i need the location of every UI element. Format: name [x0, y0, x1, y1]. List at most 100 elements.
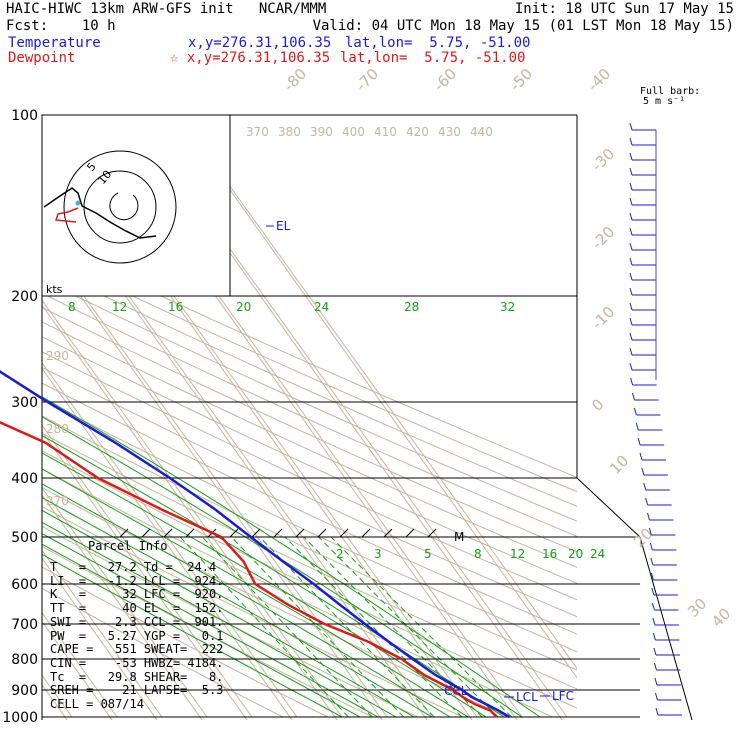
mixing-ratio-label: 24 — [590, 547, 605, 561]
wind-barb-flag — [629, 242, 633, 251]
isotherm-label: 40 — [708, 605, 734, 631]
parcel-info-row: LI = -1.2 LCL = 924. — [50, 573, 224, 588]
wind-barb-flag — [635, 422, 639, 431]
hodograph-ring-inner — [109, 192, 139, 221]
parcel-info-row: K = 32 LFC = 920. — [50, 587, 224, 602]
isotherm-line — [42, 430, 248, 720]
dry-adiabat — [42, 525, 419, 718]
hodograph-storm-motion — [75, 200, 81, 206]
isotherm-label: -80 — [280, 65, 310, 95]
dry-adiabat — [42, 382, 577, 635]
dry-adiabat — [42, 306, 577, 553]
temperature-legend: Temperature — [8, 35, 101, 51]
isotherm-line — [42, 486, 208, 718]
ccl-marker: CCL — [444, 684, 468, 698]
pressure-label: 300 — [11, 395, 38, 411]
dry-adiabat — [42, 321, 577, 568]
hodograph-ring — [63, 150, 177, 264]
wind-barb-flag — [630, 377, 634, 386]
wind-barb-flag — [629, 197, 633, 206]
wind-barb-flag — [632, 392, 635, 401]
dry-adiabat — [42, 278, 577, 522]
wind-barb-flag — [652, 617, 656, 626]
pressure-label: 700 — [11, 617, 38, 633]
wind-barb-flag — [648, 527, 652, 536]
hatch-mark — [163, 528, 173, 538]
isotherm-label: -10 — [588, 303, 618, 333]
isotherm-line — [42, 236, 388, 718]
pressure-label: 400 — [11, 471, 38, 487]
theta-label: 370 — [246, 125, 269, 139]
hatch-mark — [317, 528, 327, 538]
dewpoint-profile — [0, 420, 498, 718]
dry-adiabat — [42, 366, 577, 618]
pressure-label: 500 — [11, 530, 38, 546]
lcl-marker: LCL — [516, 690, 538, 704]
moist-adiabat-label: 20 — [236, 300, 251, 314]
theta-label: 400 — [342, 125, 365, 139]
isotherm-label: -50 — [506, 65, 536, 95]
mixing-ratio-label: 8 — [474, 547, 482, 561]
hatch-mark — [251, 528, 261, 538]
hatch-mark — [339, 528, 349, 538]
theta-label: 390 — [310, 125, 333, 139]
dry-adiabat — [42, 432, 577, 690]
wind-barb-flag — [629, 287, 633, 296]
isotherm-line — [42, 367, 293, 720]
theta-label: 430 — [438, 125, 461, 139]
hatch-mark — [185, 528, 195, 538]
pressure-label: 1000 — [2, 710, 38, 726]
moist-adiabat-label: 32 — [500, 300, 515, 314]
dry-adiabat — [42, 566, 329, 718]
isotherm-label: -30 — [588, 145, 618, 175]
hodograph-trace — [43, 187, 157, 239]
wind-barb-flag — [629, 347, 633, 356]
temperature-latlon: lat,lon= 5.75, -51.00 — [345, 35, 531, 51]
wind-barb-flag — [650, 572, 654, 581]
theta-label: 440 — [470, 125, 493, 139]
temperature-profile — [0, 370, 511, 719]
run-title: HAIC-HIWC 13km ARW-GFS init NCAR/MMM — [6, 1, 327, 17]
wind-barb-flag — [655, 707, 659, 716]
wind-barb-flag — [650, 557, 654, 566]
parcel-info-row: Tc = 29.8 SHEAR= 8. — [50, 669, 224, 684]
hatch-mark — [295, 528, 305, 538]
mixing-ratio-line — [259, 536, 435, 718]
hatch-mark — [405, 528, 415, 538]
theta-label: 380 — [278, 125, 301, 139]
right-axis-lower — [639, 536, 693, 721]
mixing-ratio-label: 3 — [374, 547, 382, 561]
hatch-mark — [361, 528, 371, 538]
hatch-mark — [427, 528, 437, 538]
isotherm-label: 20 — [630, 525, 656, 551]
wind-barb-flag — [633, 407, 637, 416]
temperature-xy: x,y=276.31,106.35 — [188, 35, 332, 51]
isotherm-line — [42, 299, 343, 718]
parcel-info-row: TT = 40 EL = 152. — [50, 601, 224, 616]
wind-barb-flag — [629, 137, 633, 146]
wind-barb-flag — [653, 662, 657, 671]
wind-barb-flag — [629, 302, 633, 311]
pressure-label: 900 — [11, 683, 38, 699]
mixing-ratio-line — [231, 536, 405, 718]
wind-barb-flag — [643, 482, 647, 491]
dry-adiabat — [42, 545, 374, 718]
mixing-ratio-label: 12 — [510, 547, 525, 561]
el-marker: EL — [276, 219, 291, 233]
wind-barb-flag — [637, 437, 641, 446]
mixing-ratio-line — [179, 536, 349, 718]
dry-adiabat — [42, 351, 577, 601]
wind-barb-flag — [651, 602, 655, 611]
hodograph-box — [41, 114, 231, 297]
isotherm-line — [42, 177, 428, 720]
lfc-marker: LFC — [552, 689, 574, 703]
wind-barb-flag — [629, 227, 633, 236]
wind-barb-flag — [629, 362, 633, 371]
parcel-info-row: SREH = 21 LAPSE= 5.3 — [50, 683, 224, 698]
dry-adiabat — [42, 251, 577, 493]
wind-barb-flag — [647, 512, 650, 521]
hatch-mark — [383, 528, 393, 538]
m-marker: M — [454, 530, 464, 544]
dry-adiabat — [42, 292, 577, 537]
mixing-ratio-label: 16 — [542, 547, 557, 561]
